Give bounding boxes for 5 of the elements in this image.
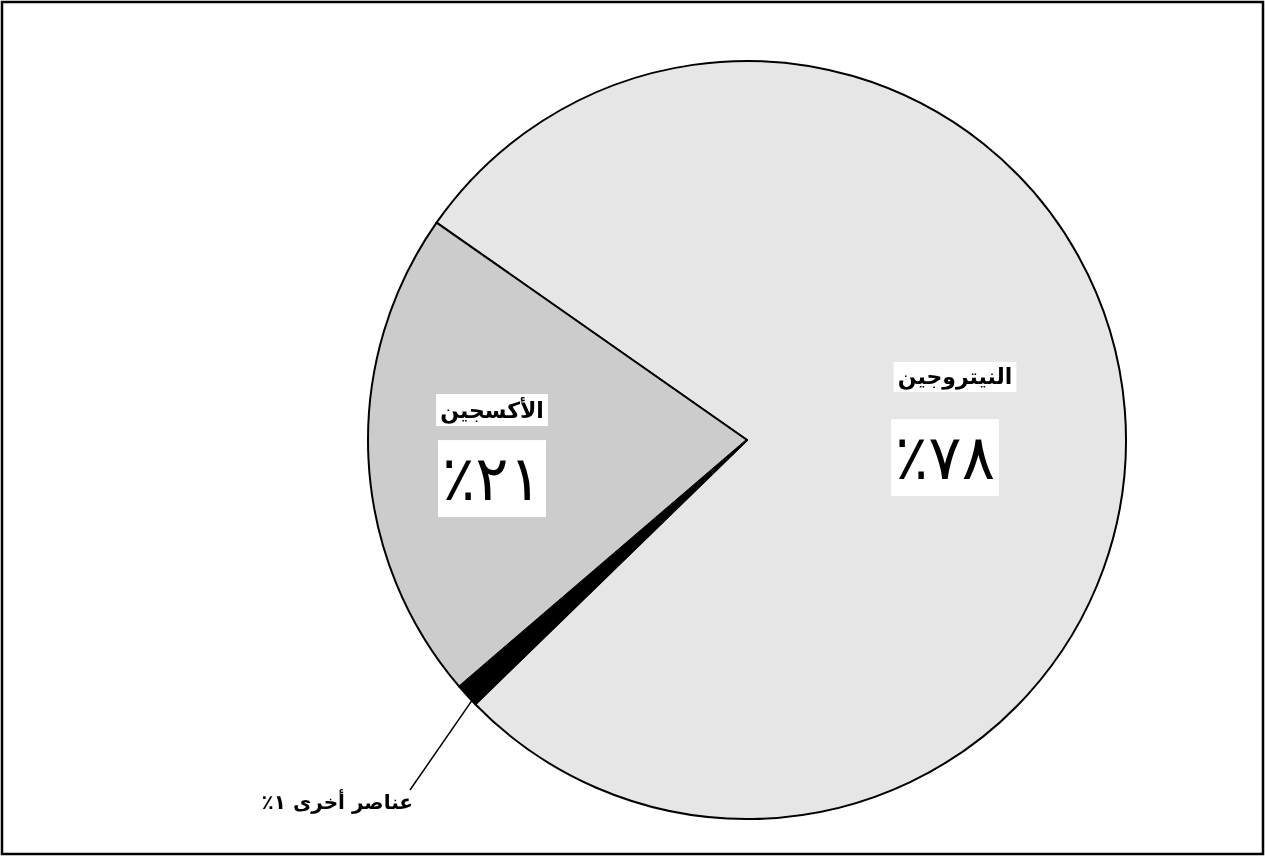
data-label: ٧٨٪ — [895, 421, 995, 495]
slice-label: عناصر أخرى ١٪ — [261, 787, 413, 814]
data-label: ٢١٪ — [442, 442, 542, 516]
slice-label: النيتروجين — [897, 364, 1013, 390]
slice-label: الأكسجين — [440, 396, 544, 424]
